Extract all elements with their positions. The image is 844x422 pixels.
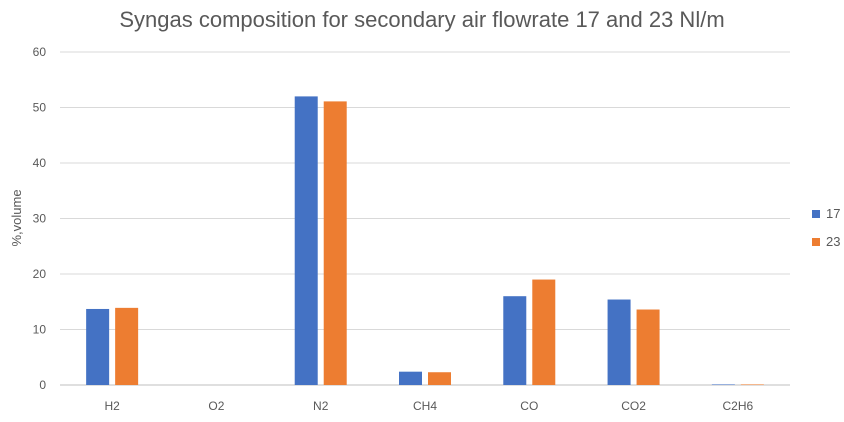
x-tick-label: N2 (313, 399, 329, 413)
chart-title: Syngas composition for secondary air flo… (119, 7, 724, 32)
y-tick-label: 10 (33, 323, 47, 337)
bar-co2-series-17 (607, 299, 631, 385)
x-tick-label: CH4 (413, 399, 437, 413)
x-tick-label: CO (520, 399, 538, 413)
x-axis-ticks: H2 O2 N2 CH4 CO CO2 C2H6 (104, 399, 753, 413)
x-tick-label: C2H6 (723, 399, 754, 413)
y-tick-label: 30 (33, 212, 47, 226)
gridlines (60, 51, 790, 386)
y-tick-label: 40 (33, 156, 47, 170)
bar-c2h6-series-23 (740, 384, 764, 385)
bar-h2-series-17 (86, 308, 110, 385)
x-tick-label: CO2 (621, 399, 646, 413)
bar-co-series-17 (503, 296, 527, 385)
y-tick-label: 60 (33, 45, 47, 59)
x-tick-label: O2 (208, 399, 224, 413)
bar-co2-series-23 (636, 309, 660, 385)
y-tick-label: 50 (33, 101, 47, 115)
bar-n2-series-23 (323, 101, 347, 386)
bar-co-series-23 (532, 279, 556, 385)
y-axis-ticks: 0 10 20 30 40 50 60 (33, 45, 47, 392)
legend-swatch (812, 238, 820, 246)
legend-label: 23 (826, 234, 840, 249)
bar-h2-series-23 (115, 307, 139, 385)
legend-swatch (812, 210, 820, 218)
y-tick-label: 20 (33, 267, 47, 281)
x-tick-label: H2 (104, 399, 120, 413)
y-axis-label: %,volume (9, 189, 24, 246)
legend-label: 17 (826, 206, 840, 221)
bar-c2h6-series-17 (711, 384, 735, 385)
y-tick-label: 0 (39, 378, 46, 392)
bar-ch4-series-23 (428, 372, 451, 385)
bar-n2-series-17 (294, 96, 318, 386)
bar-ch4-series-17 (399, 371, 422, 385)
bars (86, 96, 764, 386)
